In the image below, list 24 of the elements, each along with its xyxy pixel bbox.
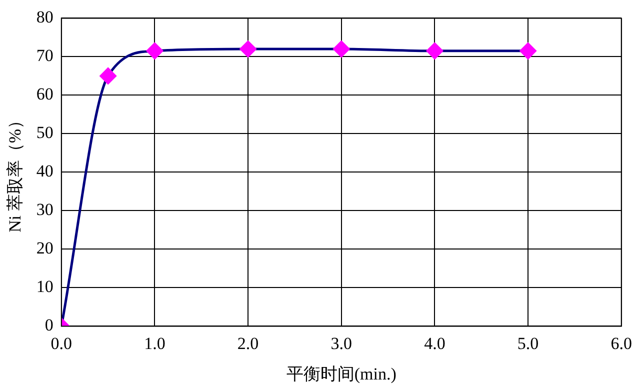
point: [333, 40, 350, 58]
y-tick-label: 50: [36, 123, 54, 142]
x-tick-label: 5.0: [517, 334, 539, 353]
y-tick-label: 70: [36, 46, 54, 66]
y-tick-label: 20: [36, 238, 54, 258]
y-tick-label: 0: [44, 316, 54, 335]
y-tick-label: 30: [36, 200, 54, 220]
x-tick-label: 3.0: [330, 334, 352, 353]
point: [520, 42, 536, 60]
y-tick-label: 60: [36, 84, 54, 104]
x-tick-label: 6.0: [610, 334, 632, 353]
y-tick-label: 40: [36, 162, 54, 181]
x-axis-title: 平衡时间(min.): [286, 364, 396, 384]
y-tick-label: 10: [36, 277, 54, 296]
y-tick-label: 80: [36, 8, 54, 27]
x-tick-label: 0.0: [50, 334, 72, 353]
point: [100, 68, 116, 84]
point: [146, 42, 163, 60]
point: [240, 40, 256, 58]
x-tick-label: 1.0: [144, 334, 166, 353]
point: [426, 42, 443, 60]
x-tick-label: 2.0: [237, 334, 259, 353]
y-axis-title: Ni 萃取率（%）: [6, 112, 25, 232]
x-tick-label: 4.0: [424, 334, 446, 353]
